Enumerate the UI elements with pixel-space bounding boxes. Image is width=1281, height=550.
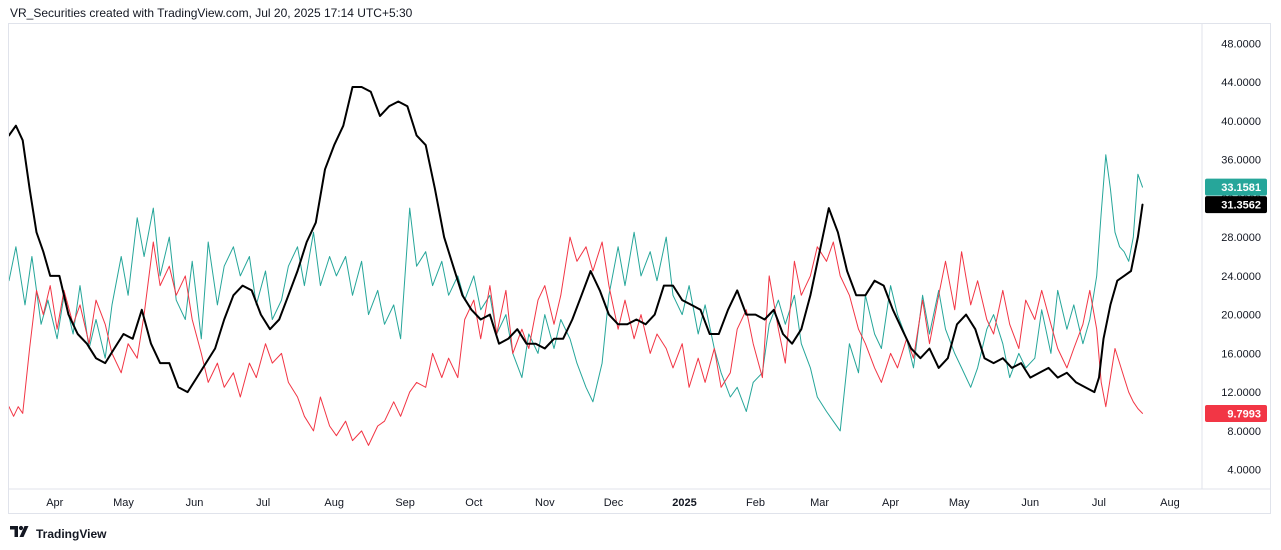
chart-header-caption: VR_Securities created with TradingView.c… [10,6,413,20]
y-tick-label: 24.0000 [1221,271,1261,283]
x-tick-label: Nov [535,497,555,509]
tradingview-branding[interactable]: TradingView [10,524,106,543]
y-tick-label: 40.0000 [1221,116,1261,128]
x-tick-label: Jun [1021,497,1039,509]
x-tick-label: Feb [746,497,765,509]
series-line-1 [9,236,1143,446]
chart-svg[interactable]: 48.000044.000040.000036.000032.000028.00… [9,24,1270,513]
last-value-label-1: 9.7993 [1227,408,1261,420]
last-value-label-2: 31.3562 [1221,200,1261,212]
x-tick-label: Dec [604,497,624,509]
tradingview-logo-icon [10,524,32,543]
last-value-label-0: 33.1581 [1221,182,1261,194]
y-tick-label: 8.0000 [1227,426,1261,438]
last-value-badge-1 [1205,404,1267,422]
x-tick-label: Apr [882,497,899,509]
y-tick-label: 48.0000 [1221,38,1261,50]
y-tick-label: 36.0000 [1221,155,1261,167]
y-tick-label: 4.0000 [1227,465,1261,477]
y-tick-label: 20.0000 [1221,310,1261,322]
x-tick-label: 2025 [672,497,696,509]
series-group [9,86,1144,446]
series-line-2 [9,86,1144,394]
last-value-badge-0 [1205,178,1267,196]
x-tick-label: Apr [46,497,63,509]
x-tick-label: May [113,497,134,509]
last-value-badge-2 [1205,196,1267,214]
x-tick-label: Aug [1160,497,1180,509]
x-tick-label: Jul [256,497,270,509]
y-tick-label: 16.0000 [1221,348,1261,360]
y-tick-label: 28.0000 [1221,232,1261,244]
x-tick-label: Oct [465,497,482,509]
series-line-0 [9,154,1143,432]
y-tick-label: 12.0000 [1221,387,1261,399]
x-tick-label: Jun [186,497,204,509]
x-tick-label: Aug [324,497,344,509]
x-tick-label: Jul [1092,497,1106,509]
x-tick-label: Sep [395,497,415,509]
y-tick-label: 44.0000 [1221,77,1261,89]
x-tick-label: May [949,497,970,509]
x-tick-label: Mar [810,497,829,509]
tradingview-logo-text: TradingView [36,526,107,541]
chart-pane[interactable]: 48.000044.000040.000036.000032.000028.00… [8,23,1271,514]
